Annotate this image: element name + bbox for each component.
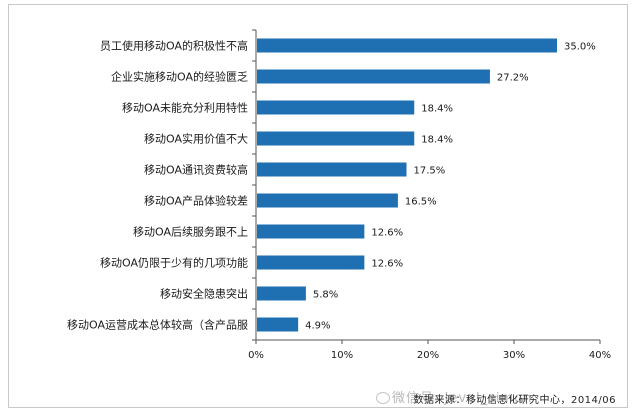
data-label: 4.9% (305, 321, 330, 332)
bar (257, 286, 306, 301)
category-label: 移动OA运营成本总体较高（含产品服 (67, 318, 248, 332)
bar (257, 255, 365, 270)
data-label: 16.5% (405, 197, 437, 208)
category-label: 移动OA后续服务跟不上 (133, 225, 248, 239)
category-label: 移动OA未能充分利用特性 (122, 101, 248, 115)
watermark: 微信号: Jevel_simon (392, 391, 533, 406)
bar (257, 131, 415, 146)
x-tick-label: 40% (589, 350, 611, 361)
data-label: 35.0% (564, 42, 596, 53)
category-label: 企业实施移动OA的经验匮乏 (111, 70, 248, 84)
data-label: 12.6% (371, 228, 403, 239)
x-tick-label: 0% (248, 350, 264, 361)
bar (257, 100, 415, 115)
category-label: 移动OA仍限于少有的几项功能 (100, 256, 248, 270)
bar (257, 193, 398, 208)
data-label: 27.2% (497, 73, 529, 84)
bar (257, 317, 299, 332)
category-label: 移动安全隐患突出 (160, 287, 248, 301)
x-tick-label: 10% (331, 350, 353, 361)
source-note: 数据来源：移动信息化研究中心，2014/06 (413, 395, 616, 406)
x-tick-label: 30% (503, 350, 525, 361)
wechat-icon (376, 392, 390, 404)
data-label: 18.4% (421, 104, 453, 115)
data-label: 18.4% (421, 135, 453, 146)
bar (257, 69, 490, 84)
data-label: 12.6% (371, 259, 403, 270)
category-label: 移动OA通讯资费较高 (144, 163, 248, 177)
bar (257, 224, 365, 239)
category-label: 移动OA实用价值不大 (144, 132, 248, 146)
category-label: 移动OA产品体验较差 (144, 194, 248, 208)
data-label: 17.5% (414, 166, 446, 177)
data-label: 5.8% (313, 290, 338, 301)
bar (257, 38, 557, 53)
bar (257, 162, 407, 177)
category-label: 员工使用移动OA的积极性不高 (100, 39, 248, 53)
x-tick-label: 20% (417, 350, 439, 361)
